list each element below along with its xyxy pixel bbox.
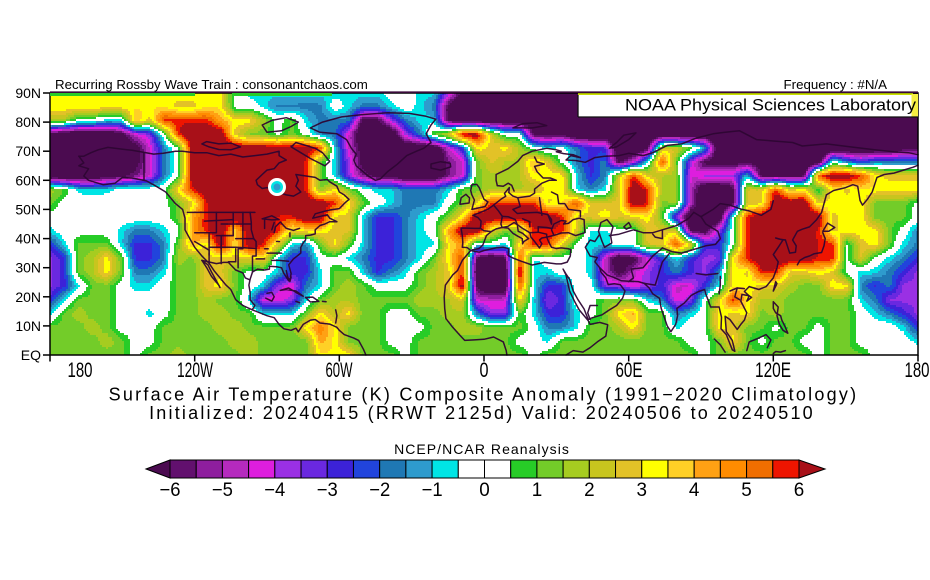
- svg-text:−4: −4: [264, 480, 285, 501]
- svg-text:NCEP/NCAR Reanalysis: NCEP/NCAR Reanalysis: [394, 441, 570, 457]
- svg-text:−2: −2: [369, 480, 390, 501]
- svg-text:10N: 10N: [15, 318, 41, 334]
- svg-text:6: 6: [794, 480, 805, 501]
- svg-text:0: 0: [479, 480, 490, 501]
- svg-text:20N: 20N: [15, 289, 41, 305]
- svg-text:60W: 60W: [326, 359, 353, 382]
- svg-text:60N: 60N: [15, 172, 41, 188]
- svg-text:50N: 50N: [15, 201, 41, 217]
- svg-text:120W: 120W: [177, 359, 213, 382]
- svg-text:2: 2: [584, 480, 595, 501]
- svg-text:NOAA Physical Sciences Laborat: NOAA Physical Sciences Laboratory: [625, 97, 917, 115]
- svg-text:5: 5: [741, 480, 752, 501]
- svg-text:60E: 60E: [616, 359, 643, 382]
- svg-text:3: 3: [637, 480, 648, 501]
- svg-text:80N: 80N: [15, 114, 41, 130]
- svg-text:40N: 40N: [15, 231, 41, 247]
- svg-text:30N: 30N: [15, 260, 41, 276]
- svg-text:Initialized: 20240415 (RRWT 21: Initialized: 20240415 (RRWT 2125d) Valid…: [149, 403, 815, 423]
- svg-text:180: 180: [68, 359, 93, 382]
- svg-text:Frequency : #N/A: Frequency : #N/A: [784, 77, 888, 92]
- svg-text:120E: 120E: [755, 359, 791, 382]
- svg-text:0: 0: [480, 359, 489, 382]
- svg-text:EQ: EQ: [21, 347, 41, 363]
- svg-text:Recurring Rossby Wave Train :: Recurring Rossby Wave Train : consonantc…: [55, 77, 368, 92]
- svg-text:4: 4: [689, 480, 700, 501]
- svg-text:1: 1: [532, 480, 543, 501]
- svg-text:90N: 90N: [15, 85, 41, 101]
- svg-text:Surface Air Temperature (K) Co: Surface Air Temperature (K) Composite An…: [109, 385, 859, 405]
- svg-text:−3: −3: [317, 480, 338, 501]
- svg-text:−6: −6: [160, 480, 181, 501]
- svg-text:180: 180: [905, 359, 930, 382]
- svg-text:−5: −5: [212, 480, 233, 501]
- svg-text:70N: 70N: [15, 143, 41, 159]
- svg-text:−1: −1: [422, 480, 443, 501]
